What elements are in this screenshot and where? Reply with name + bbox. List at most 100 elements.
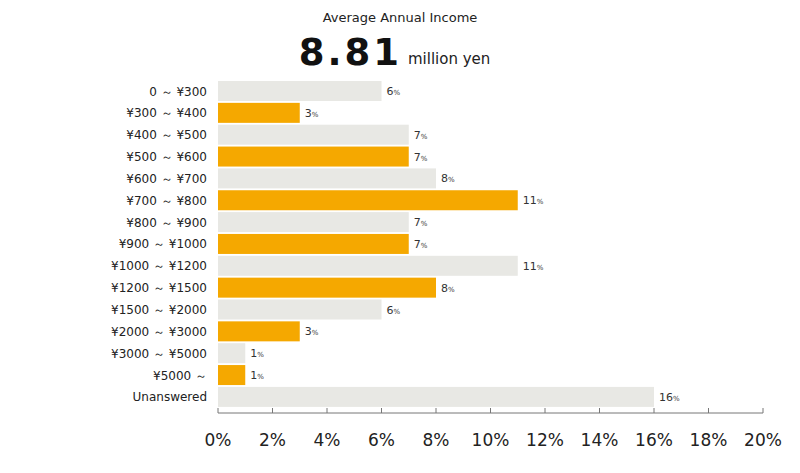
data-label-unit: % [421, 242, 428, 250]
data-label-unit: % [312, 111, 319, 119]
bar [218, 147, 409, 167]
data-label: 3% [305, 325, 319, 338]
data-label-number: 8 [441, 282, 448, 295]
x-tick [381, 408, 382, 413]
category-label: ¥700 ～ ¥800 [126, 194, 207, 208]
data-label-unit: % [537, 264, 544, 272]
category-label: ¥2000 ～ ¥3000 [111, 325, 207, 339]
data-label-number: 16 [659, 391, 673, 404]
x-tick-label: 10% [472, 430, 510, 450]
category-label: 0 ～ ¥300 [149, 85, 207, 99]
data-label: 1% [250, 369, 264, 382]
data-label: 8% [441, 282, 455, 295]
x-tick [545, 408, 546, 413]
data-label-number: 1 [250, 369, 257, 382]
category-label: ¥1200 ～ ¥1500 [111, 281, 207, 295]
data-label-unit: % [312, 329, 319, 337]
category-label: ¥900 ～ ¥1000 [119, 237, 207, 251]
data-label-number: 6 [387, 85, 394, 98]
data-label-number: 7 [414, 216, 421, 229]
data-label: 6% [387, 304, 401, 317]
data-label-number: 6 [387, 304, 394, 317]
data-label-unit: % [257, 351, 264, 359]
category-label: ¥1500 ～ ¥2000 [111, 303, 207, 317]
category-label: ¥400 ～ ¥500 [126, 128, 207, 142]
bar [218, 321, 300, 341]
data-label-unit: % [421, 155, 428, 163]
data-label-number: 11 [523, 260, 537, 273]
data-label: 6% [387, 85, 401, 98]
data-label: 7% [414, 216, 428, 229]
x-tick-label: 2% [259, 430, 286, 450]
headline-unit: million yen [408, 50, 490, 68]
x-tick-label: 18% [690, 430, 728, 450]
x-tick-label: 6% [368, 430, 395, 450]
data-label-number: 1 [250, 347, 257, 360]
bar [218, 103, 300, 123]
category-label: ¥500 ～ ¥600 [126, 150, 207, 164]
x-tick [490, 408, 491, 413]
category-label: ¥300 ～ ¥400 [126, 106, 207, 120]
data-label: 8% [441, 172, 455, 185]
x-tick-label: 12% [526, 430, 564, 450]
bars [218, 81, 654, 407]
x-tick [654, 408, 655, 413]
x-tick-label: 14% [581, 430, 619, 450]
bar [218, 278, 436, 298]
x-tick-label: 8% [423, 430, 450, 450]
data-label: 1% [250, 347, 264, 360]
data-label: 7% [414, 129, 428, 142]
data-label-unit: % [394, 308, 401, 316]
data-label: 11% [523, 260, 544, 273]
x-tick [708, 408, 709, 413]
data-label-number: 7 [414, 151, 421, 164]
data-label-number: 11 [523, 194, 537, 207]
bar [218, 387, 654, 407]
bar [218, 190, 518, 210]
data-label: 7% [414, 238, 428, 251]
bar [218, 256, 518, 276]
x-tick [436, 408, 437, 413]
data-label-unit: % [537, 198, 544, 206]
data-label: 7% [414, 151, 428, 164]
data-label-unit: % [394, 89, 401, 97]
data-label-unit: % [421, 133, 428, 141]
x-tick-label: 0% [205, 430, 232, 450]
category-label: ¥5000 ～ [153, 369, 207, 383]
data-label-number: 3 [305, 107, 312, 120]
data-label-number: 3 [305, 325, 312, 338]
bar [218, 343, 245, 363]
data-label-unit: % [421, 220, 428, 228]
bar [218, 125, 409, 145]
x-tick [763, 408, 764, 413]
title: Average Annual Income [323, 10, 478, 25]
category-label: ¥600 ～ ¥700 [126, 172, 207, 186]
data-label-number: 8 [441, 172, 448, 185]
bar [218, 212, 409, 232]
x-tick-label: 4% [314, 430, 341, 450]
data-label-unit: % [673, 395, 680, 403]
x-tick-label: 16% [635, 430, 673, 450]
bar [218, 300, 382, 320]
data-label-unit: % [257, 373, 264, 381]
x-tick-label: 20% [744, 430, 782, 450]
x-tick [218, 408, 219, 413]
bar [218, 234, 409, 254]
x-tick [327, 408, 328, 413]
category-label: ¥800 ～ ¥900 [126, 216, 207, 230]
data-label-number: 7 [414, 238, 421, 251]
category-label: Unanswered [133, 390, 207, 404]
data-label-unit: % [448, 176, 455, 184]
headline-value: 8.81 [299, 31, 402, 74]
x-tick [272, 408, 273, 413]
bar [218, 168, 436, 188]
data-label-number: 7 [414, 129, 421, 142]
chart: Average Annual Income 8.81 million yen 0 ～ … [0, 0, 800, 473]
data-label-unit: % [448, 286, 455, 294]
data-label: 3% [305, 107, 319, 120]
category-label: ¥3000 ～ ¥5000 [111, 347, 207, 361]
data-label: 11% [523, 194, 544, 207]
bar [218, 365, 245, 385]
category-label: ¥1000 ～ ¥1200 [111, 259, 207, 273]
bar [218, 81, 382, 101]
